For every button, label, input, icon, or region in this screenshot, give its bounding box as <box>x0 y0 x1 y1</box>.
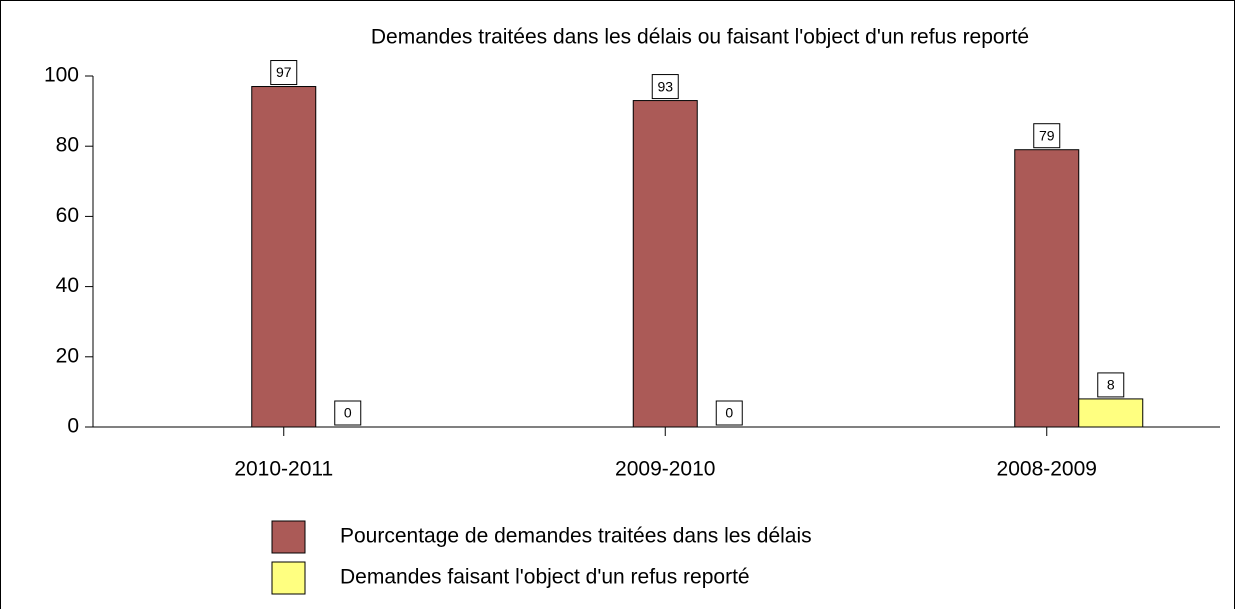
value-label: 79 <box>1039 127 1055 143</box>
bar <box>1014 149 1080 428</box>
legend-label: Demandes faisant l'object d'un refus rep… <box>340 566 750 589</box>
chart-title: Demandes traitées dans les délais ou fai… <box>371 26 1029 49</box>
bar <box>632 100 698 428</box>
value-label: 93 <box>657 78 673 94</box>
bar <box>1078 398 1144 428</box>
value-label-box <box>1097 372 1125 398</box>
y-tick-label: 0 <box>67 415 79 438</box>
value-label: 0 <box>344 405 352 421</box>
value-label: 8 <box>1107 377 1115 393</box>
x-tick-label: 2009-2010 <box>615 458 715 481</box>
y-tick-label: 80 <box>56 134 79 157</box>
y-tick-label: 20 <box>56 344 79 367</box>
legend-swatch <box>271 561 306 595</box>
legend-swatch <box>271 520 306 554</box>
value-label-box <box>270 60 298 86</box>
value-label: 97 <box>276 64 292 80</box>
y-tick-label: 60 <box>56 204 79 227</box>
value-label-box <box>334 400 362 426</box>
x-tick-label: 2010-2011 <box>234 458 333 481</box>
value-label: 0 <box>725 405 733 421</box>
y-tick-label: 100 <box>44 64 79 87</box>
value-label-box <box>651 74 679 100</box>
value-label-box <box>1033 123 1061 149</box>
value-label-box <box>715 400 743 426</box>
x-tick-label: 2008-2009 <box>997 458 1097 481</box>
y-tick-label: 40 <box>56 274 79 297</box>
bar <box>251 86 317 428</box>
legend-label: Pourcentage de demandes traitées dans le… <box>340 525 812 548</box>
